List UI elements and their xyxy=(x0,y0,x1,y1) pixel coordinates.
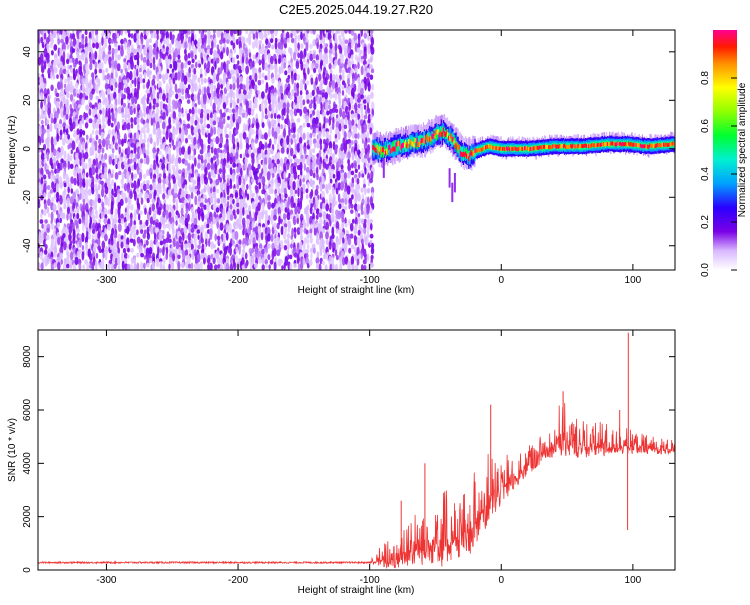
colorbar: 0.0 0.2 0.4 0.6 0.8 Normalized spectral ampl… xyxy=(700,30,748,277)
spectrogram-plot-area xyxy=(36,25,676,272)
colorbar-gradient xyxy=(713,30,737,270)
snr-y-axis: 0 2000 4000 6000 8000 xyxy=(22,345,675,573)
snr-series-line xyxy=(38,403,675,568)
colorbar-tick-label: 0.8 xyxy=(700,71,711,85)
y-tick-label: -40 xyxy=(22,238,33,253)
colorbar-tick-label: 0.0 xyxy=(700,263,711,277)
y-tick-label: 2000 xyxy=(22,505,33,528)
y-tick-label: 6000 xyxy=(22,398,33,421)
snr-x-label: Height of straight line (km) xyxy=(298,585,415,596)
spectrogram-noise xyxy=(36,25,374,272)
y-tick-label: 4000 xyxy=(22,452,33,475)
spectrogram-signal-track xyxy=(372,114,676,202)
spectrogram-y-label: Frequency (Hz) xyxy=(7,116,18,185)
y-tick-label: 0 xyxy=(22,567,33,573)
figure-title: C2E5.2025.044.19.27.R20 xyxy=(279,2,433,17)
snr-plot-area xyxy=(38,333,675,568)
x-tick-label: -300 xyxy=(96,275,116,286)
y-tick-label: 8000 xyxy=(22,345,33,368)
snr-frame xyxy=(38,330,675,570)
spectrogram-x-label: Height of straight line (km) xyxy=(298,285,415,296)
x-tick-label: 0 xyxy=(498,575,504,586)
y-tick-label: -20 xyxy=(22,190,33,205)
x-tick-label: 0 xyxy=(498,275,504,286)
y-tick-label: 0 xyxy=(22,146,33,152)
snr-y-label: SNR (10 * v/v) xyxy=(7,418,18,482)
y-tick-label: 40 xyxy=(22,46,33,58)
x-tick-label: -200 xyxy=(228,575,248,586)
x-tick-label: 100 xyxy=(625,575,642,586)
x-tick-label: -300 xyxy=(96,575,116,586)
colorbar-label: Normalized spectral amplitude xyxy=(737,82,748,217)
x-tick-label: 100 xyxy=(625,275,642,286)
y-tick-label: 20 xyxy=(22,94,33,106)
colorbar-tick-label: 0.4 xyxy=(700,167,711,181)
colorbar-tick-label: 0.2 xyxy=(700,215,711,229)
colorbar-tick-label: 0.6 xyxy=(700,119,711,133)
x-tick-label: -200 xyxy=(228,275,248,286)
